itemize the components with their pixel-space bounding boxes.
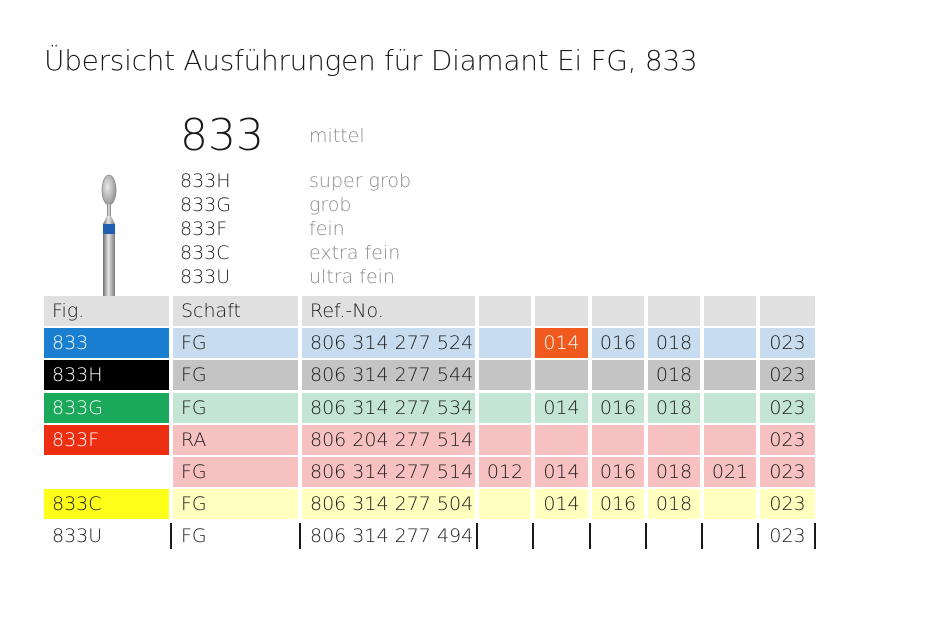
row-size: 016 bbox=[592, 328, 644, 359]
row-shaft: FG bbox=[173, 392, 298, 423]
row-size bbox=[535, 360, 588, 391]
row-size: 018 bbox=[648, 328, 700, 359]
variant-grit: ultra fein bbox=[309, 266, 395, 288]
row-shaft: FG bbox=[173, 457, 298, 487]
variant-code: 833C bbox=[180, 242, 230, 264]
row-size bbox=[704, 328, 756, 359]
row-size bbox=[535, 521, 588, 551]
row-size bbox=[648, 521, 700, 551]
row-size: 023 bbox=[760, 457, 815, 487]
row-fig: 833C bbox=[44, 489, 169, 520]
variant-grit: fein bbox=[309, 218, 345, 240]
row-size: 023 bbox=[760, 424, 815, 455]
row-ref: 806 314 277 524 bbox=[302, 328, 475, 359]
row-shaft: RA bbox=[173, 424, 298, 455]
variant-code: 833U bbox=[180, 266, 231, 288]
header-fig: Fig. bbox=[44, 296, 169, 326]
row-shaft: FG bbox=[173, 360, 298, 391]
row-size bbox=[704, 424, 756, 455]
header-shaft: Schaft bbox=[173, 296, 298, 326]
row-size: 023 bbox=[760, 489, 815, 520]
column-separator bbox=[814, 523, 816, 550]
row-fig: 833U bbox=[52, 525, 103, 548]
header-size bbox=[648, 296, 700, 326]
row-size: 014 bbox=[535, 489, 588, 520]
row-size bbox=[535, 424, 588, 455]
row-ref: 806 314 277 544 bbox=[302, 360, 475, 391]
product-grit: mittel bbox=[309, 125, 365, 147]
row-size bbox=[704, 360, 756, 391]
row-fig: 833H bbox=[44, 360, 169, 391]
row-size: 023 bbox=[760, 328, 815, 359]
row-ref: 806 314 277 534 bbox=[302, 392, 475, 423]
variant-code: 833F bbox=[180, 218, 228, 240]
row-size bbox=[479, 328, 531, 359]
column-separator bbox=[170, 523, 172, 550]
row-size: 016 bbox=[592, 392, 644, 423]
row-fig: 833F bbox=[44, 424, 169, 455]
row-size: 012 bbox=[479, 457, 531, 487]
row-size: 021 bbox=[704, 457, 756, 487]
row-size: 018 bbox=[648, 489, 700, 520]
row-shaft: FG bbox=[173, 328, 298, 359]
row-size: 014 bbox=[535, 392, 588, 423]
row-size: 016 bbox=[592, 457, 644, 487]
row-size: 016 bbox=[592, 489, 644, 520]
variant-grit: super grob bbox=[309, 170, 412, 192]
row-ref: 806 314 277 494 bbox=[310, 525, 474, 548]
row-fig: 833G bbox=[44, 392, 169, 423]
product-code: 833 bbox=[180, 110, 264, 161]
row-size: 023 bbox=[769, 525, 806, 548]
row-size bbox=[592, 424, 644, 455]
variant-grit: extra fein bbox=[309, 242, 401, 264]
row-ref: 806 314 277 514 bbox=[302, 457, 475, 487]
row-size: 023 bbox=[760, 392, 815, 423]
header-size bbox=[704, 296, 756, 326]
row-size bbox=[479, 392, 531, 423]
column-separator bbox=[757, 523, 759, 550]
row-fig bbox=[44, 457, 169, 487]
row-size bbox=[592, 360, 644, 391]
page-title: Übersicht Ausführungen für Diamant Ei FG… bbox=[44, 44, 698, 77]
header-size bbox=[760, 296, 815, 326]
row-ref: 806 204 277 514 bbox=[302, 424, 475, 455]
column-separator bbox=[589, 523, 591, 550]
row-size: 018 bbox=[648, 392, 700, 423]
header-size bbox=[479, 296, 531, 326]
row-size bbox=[479, 360, 531, 391]
row-size bbox=[648, 424, 700, 455]
row-size: 018 bbox=[648, 360, 700, 391]
column-separator bbox=[476, 523, 478, 550]
row-fig: 833 bbox=[44, 328, 169, 359]
row-size: 014 bbox=[535, 457, 588, 487]
row-size bbox=[704, 392, 756, 423]
row-size bbox=[479, 521, 531, 551]
column-separator bbox=[299, 523, 301, 550]
header-size bbox=[535, 296, 588, 326]
column-separator bbox=[645, 523, 647, 550]
row-shaft: FG bbox=[173, 489, 298, 520]
row-size bbox=[704, 521, 756, 551]
row-shaft: FG bbox=[181, 525, 207, 548]
variant-code: 833H bbox=[180, 170, 231, 192]
row-size: 023 bbox=[760, 360, 815, 391]
row-size: 018 bbox=[648, 457, 700, 487]
egg-shaped-diamond-bur-icon bbox=[101, 174, 117, 296]
column-separator bbox=[701, 523, 703, 550]
variant-code: 833G bbox=[180, 194, 231, 216]
row-size bbox=[479, 489, 531, 520]
row-ref: 806 314 277 504 bbox=[302, 489, 475, 520]
header-size bbox=[592, 296, 644, 326]
header-ref: Ref.-No. bbox=[302, 296, 475, 326]
variant-grit: grob bbox=[309, 194, 352, 216]
row-size bbox=[704, 489, 756, 520]
row-size: 014 bbox=[535, 328, 588, 359]
column-separator bbox=[532, 523, 534, 550]
row-size bbox=[592, 521, 644, 551]
row-size bbox=[479, 424, 531, 455]
